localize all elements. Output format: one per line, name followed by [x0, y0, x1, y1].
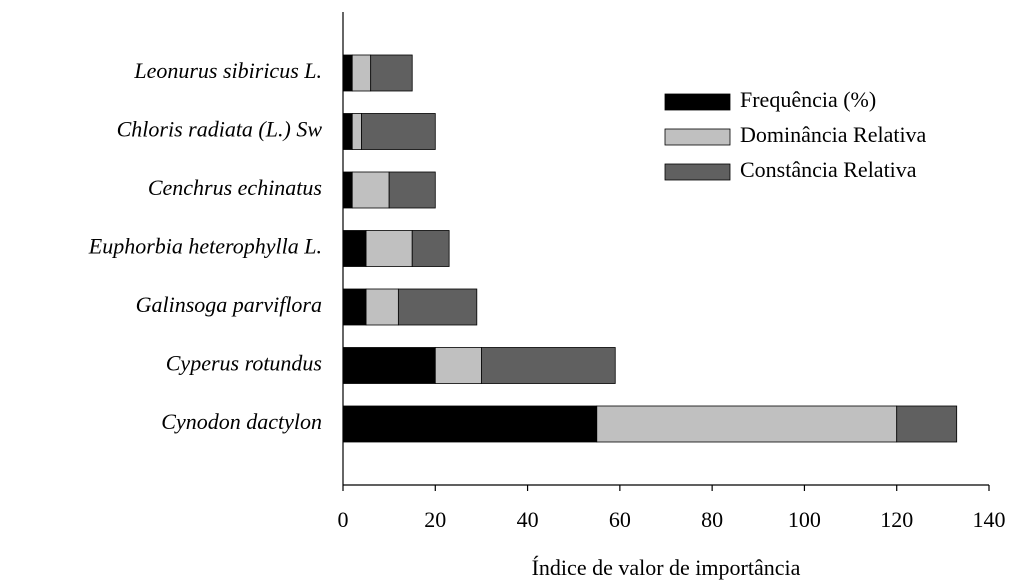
- bar-segment: [342, 288, 367, 326]
- bar-segment: [342, 113, 353, 150]
- bar-segment: [370, 54, 413, 92]
- bar-segment: [342, 405, 598, 443]
- legend-label: Frequência (%): [740, 87, 876, 112]
- y-tick-label: Euphorbia heterophylla L.: [88, 234, 322, 259]
- y-tick-label: Cenchrus echinatus: [148, 175, 322, 200]
- bar-segment: [434, 347, 482, 384]
- legend-label: Constância Relativa: [740, 157, 917, 182]
- x-tick-label: 120: [880, 507, 913, 532]
- bar-segment: [411, 230, 450, 267]
- bar-segment: [342, 347, 436, 384]
- y-tick-label: Chloris radiata (L.) Sw: [117, 117, 323, 142]
- bar-segment: [896, 405, 958, 443]
- x-tick-label: 100: [788, 507, 821, 532]
- x-tick-label: 40: [517, 507, 539, 532]
- x-tick-label: 140: [973, 507, 1006, 532]
- bar-segment: [397, 288, 478, 326]
- bar-segment: [361, 113, 436, 150]
- bar-segment: [388, 171, 436, 209]
- bar-segment: [596, 405, 898, 443]
- y-tick-label: Galinsoga parviflora: [136, 292, 322, 317]
- x-tick-label: 80: [701, 507, 723, 532]
- x-axis-label: Índice de valor de importância: [532, 555, 801, 580]
- x-tick-label: 60: [609, 507, 631, 532]
- y-tick-label: Cynodon dactylon: [161, 409, 322, 434]
- bar-segment: [351, 54, 372, 92]
- legend-label: Dominância Relativa: [740, 122, 927, 147]
- bar-segment: [351, 171, 390, 209]
- y-tick-label: Leonurus sibiricus L.: [133, 58, 322, 83]
- bar-segment: [342, 230, 367, 267]
- bar-segment: [342, 54, 353, 92]
- bar-segment: [351, 113, 362, 150]
- bar-segment: [365, 230, 413, 267]
- x-tick-label: 20: [424, 507, 446, 532]
- y-tick-label: Cyperus rotundus: [166, 351, 322, 376]
- legend-swatch: [664, 93, 731, 111]
- bar-segment: [481, 347, 616, 384]
- x-tick-label: 0: [338, 507, 349, 532]
- bar-segment: [365, 288, 399, 326]
- legend-swatch: [664, 163, 731, 181]
- legend-swatch: [664, 128, 731, 146]
- bar-segment: [342, 171, 353, 209]
